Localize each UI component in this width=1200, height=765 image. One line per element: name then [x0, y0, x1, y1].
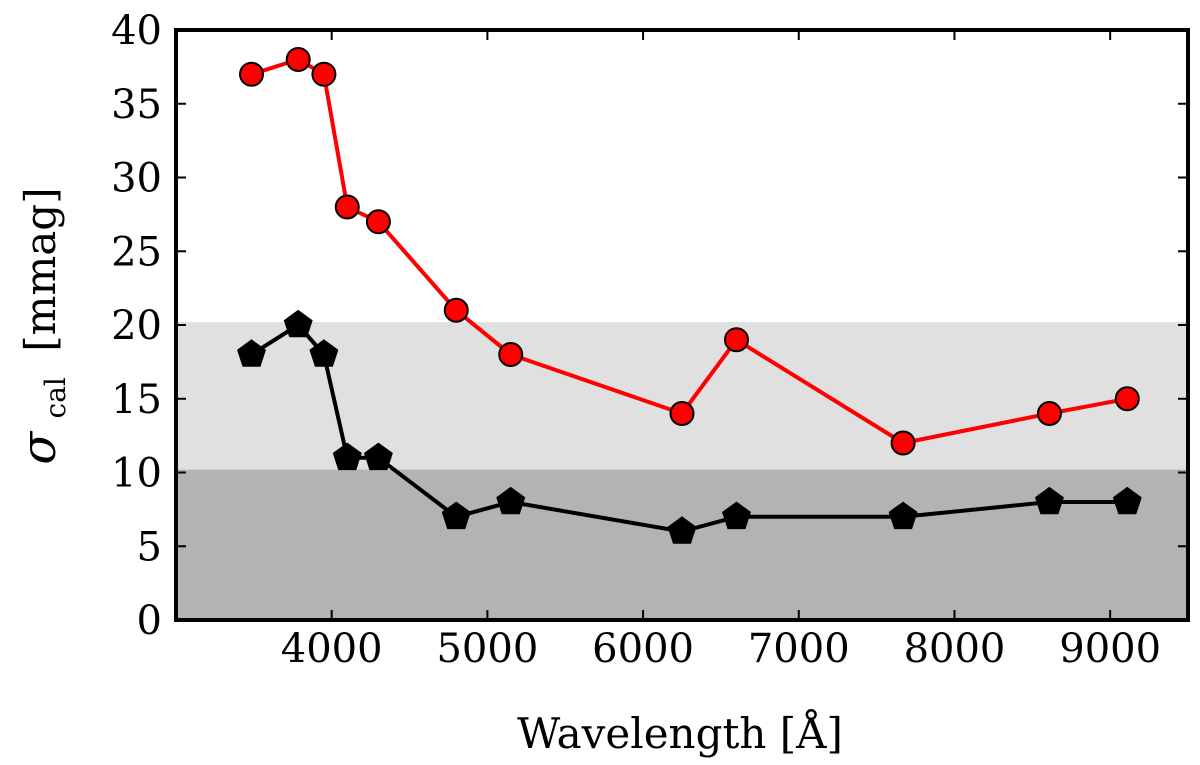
- data-point: [1114, 386, 1140, 412]
- data-point: [332, 442, 362, 471]
- tick-labels: 4000 5000 6000 7000 8000 9000 0 5 10 15 20 25 30 35 40: [111, 8, 1161, 672]
- plot-frame: [174, 28, 1190, 622]
- data-point: [1034, 486, 1064, 515]
- x-tick-label: 4000: [281, 626, 383, 672]
- data-point: [667, 516, 697, 544]
- data-point: [311, 61, 337, 87]
- data-point: [723, 327, 749, 353]
- y-axis-label-unit: [mmag]: [16, 187, 65, 351]
- x-tick-label: 7000: [748, 626, 850, 672]
- data-point: [237, 339, 266, 367]
- y-axis-label-subscript: cal: [39, 377, 72, 418]
- data-point: [363, 442, 393, 471]
- shaded-bands: [176, 322, 1188, 620]
- data-point: [1036, 401, 1062, 426]
- series-0: [239, 47, 1140, 456]
- data-point: [498, 342, 524, 367]
- data-point: [669, 401, 695, 426]
- y-tick-label: 10: [111, 451, 162, 497]
- y-tick-label: 0: [137, 598, 162, 644]
- data-point: [496, 486, 526, 515]
- shaded-band-0: [176, 469, 1188, 620]
- data-point: [334, 194, 360, 220]
- data-point: [890, 430, 916, 456]
- data-point: [239, 61, 265, 87]
- data-point: [443, 297, 469, 323]
- x-tick-label: 5000: [436, 626, 538, 672]
- y-tick-label: 25: [111, 229, 162, 275]
- y-tick-label: 20: [111, 303, 162, 349]
- x-tick-label: 9000: [1059, 626, 1161, 672]
- y-tick-label: 35: [111, 82, 162, 128]
- x-axis-label: Wavelength [Å]: [517, 708, 843, 758]
- data-point: [309, 339, 339, 367]
- series-1: [237, 309, 1142, 544]
- y-axis-label-symbol: σ: [11, 431, 67, 465]
- x-tick-label: 8000: [904, 626, 1006, 672]
- data-point: [888, 501, 918, 530]
- y-tick-label: 40: [111, 8, 162, 54]
- data-point: [365, 209, 391, 235]
- data-point: [1112, 486, 1142, 515]
- data-point: [722, 501, 751, 530]
- x-tick-label: 6000: [592, 626, 694, 672]
- data-point: [283, 309, 313, 338]
- y-tick-label: 30: [111, 156, 162, 202]
- data-series: [237, 47, 1142, 544]
- data-point: [441, 501, 471, 530]
- y-axis-label: σ cal [mmag]: [11, 187, 75, 464]
- y-tick-label: 5: [137, 524, 162, 570]
- data-point: [285, 47, 311, 72]
- y-tick-label: 15: [111, 377, 162, 423]
